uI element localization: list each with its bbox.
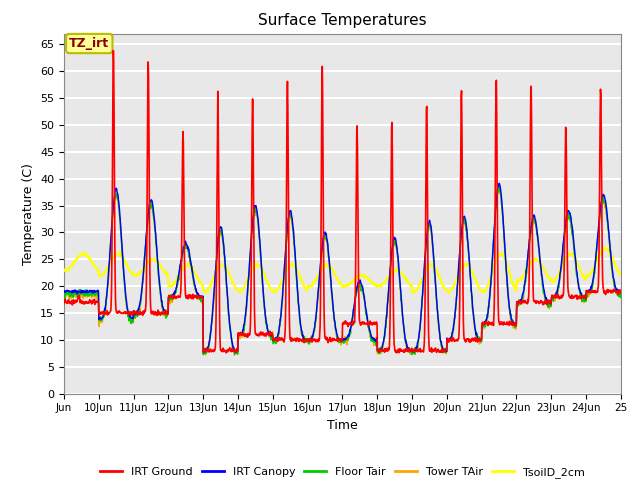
Floor Tair — [474, 337, 482, 343]
TsoilD_2cm — [409, 290, 417, 296]
TsoilD_2cm — [328, 266, 335, 272]
IRT Ground — [109, 48, 117, 53]
IRT Canopy — [556, 272, 564, 277]
TsoilD_2cm — [617, 272, 625, 277]
Tower TAir — [617, 293, 625, 299]
Title: Surface Temperatures: Surface Temperatures — [258, 13, 427, 28]
Line: TsoilD_2cm: TsoilD_2cm — [64, 248, 621, 293]
Floor Tair — [496, 183, 504, 189]
Floor Tair — [556, 274, 564, 279]
IRT Ground — [611, 288, 618, 293]
IRT Ground — [148, 311, 156, 316]
TsoilD_2cm — [147, 256, 155, 262]
IRT Ground — [556, 295, 564, 301]
TsoilD_2cm — [611, 260, 618, 265]
Tower TAir — [611, 283, 618, 289]
IRT Ground — [328, 337, 336, 343]
Tower TAir — [495, 186, 502, 192]
IRT Canopy — [617, 288, 625, 294]
IRT Ground — [60, 300, 68, 306]
IRT Canopy — [611, 279, 618, 285]
Tower TAir — [60, 292, 68, 298]
Tower TAir — [328, 293, 336, 299]
Floor Tair — [147, 203, 155, 208]
IRT Canopy — [474, 336, 482, 342]
Floor Tair — [611, 284, 618, 289]
IRT Canopy — [317, 249, 325, 254]
IRT Ground — [317, 135, 325, 141]
Tower TAir — [147, 204, 155, 209]
Line: IRT Canopy: IRT Canopy — [64, 183, 621, 352]
Floor Tair — [60, 293, 68, 299]
Tower TAir — [556, 277, 564, 283]
Floor Tair — [230, 352, 238, 358]
Y-axis label: Temperature (C): Temperature (C) — [22, 163, 35, 264]
IRT Canopy — [147, 198, 155, 204]
IRT Canopy — [495, 180, 503, 186]
Floor Tair — [617, 294, 625, 300]
TsoilD_2cm — [474, 282, 482, 288]
Text: TZ_irt: TZ_irt — [69, 37, 109, 50]
IRT Ground — [474, 337, 482, 343]
TsoilD_2cm — [60, 267, 68, 273]
TsoilD_2cm — [556, 270, 563, 276]
Tower TAir — [202, 352, 209, 358]
Line: IRT Ground: IRT Ground — [64, 50, 621, 353]
Floor Tair — [317, 250, 325, 256]
Tower TAir — [317, 254, 325, 260]
IRT Ground — [392, 350, 400, 356]
TsoilD_2cm — [602, 245, 609, 251]
Legend: IRT Ground, IRT Canopy, Floor Tair, Tower TAir, TsoilD_2cm: IRT Ground, IRT Canopy, Floor Tair, Towe… — [95, 462, 589, 480]
IRT Canopy — [328, 292, 336, 298]
IRT Canopy — [60, 289, 68, 295]
IRT Canopy — [200, 349, 207, 355]
Tower TAir — [474, 334, 482, 340]
Floor Tair — [328, 292, 336, 298]
IRT Ground — [617, 288, 625, 293]
Line: Floor Tair: Floor Tair — [64, 186, 621, 355]
X-axis label: Time: Time — [327, 419, 358, 432]
TsoilD_2cm — [317, 265, 325, 271]
Line: Tower TAir: Tower TAir — [64, 189, 621, 355]
